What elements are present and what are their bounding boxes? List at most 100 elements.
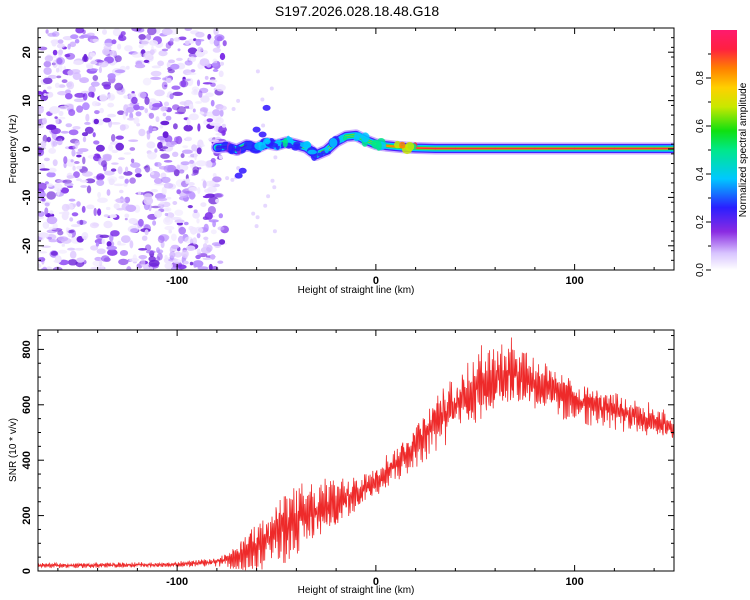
noise-blob xyxy=(56,75,62,79)
noise-blob xyxy=(208,139,220,143)
noise-blob xyxy=(44,202,50,207)
noise-blob xyxy=(164,262,173,270)
noise-blob xyxy=(212,176,222,183)
noise-blob xyxy=(254,224,259,229)
noise-blob xyxy=(45,29,49,34)
noise-blob xyxy=(150,171,155,176)
noise-blob xyxy=(90,60,98,65)
noise-blob xyxy=(189,103,194,110)
noise-blob xyxy=(145,33,152,41)
noise-blob xyxy=(70,224,81,228)
noise-blob xyxy=(138,248,148,251)
noise-blob xyxy=(57,39,64,44)
noise-blob xyxy=(189,159,195,164)
noise-blob xyxy=(103,154,112,162)
noise-blob xyxy=(205,92,214,98)
noise-blob xyxy=(182,145,189,149)
noise-blob xyxy=(42,77,53,85)
noise-blob xyxy=(203,236,209,241)
noise-blob xyxy=(111,149,119,154)
noise-blob xyxy=(171,233,177,241)
noise-blob xyxy=(230,177,235,182)
noise-blob xyxy=(38,216,45,220)
noise-blob xyxy=(58,64,63,72)
noise-blob xyxy=(169,38,174,43)
noise-blob xyxy=(148,125,153,134)
noise-blob xyxy=(54,82,60,89)
noise-blob xyxy=(49,210,54,215)
noise-blob xyxy=(62,210,70,217)
snr-x-label: Height of straight line (km) xyxy=(298,585,415,596)
noise-blob xyxy=(71,212,79,217)
noise-blob xyxy=(107,93,116,101)
noise-blob xyxy=(172,258,181,264)
y-tick-label: 600 xyxy=(21,396,33,414)
noise-blob xyxy=(47,236,52,240)
x-tick-label: -100 xyxy=(166,576,188,588)
noise-blob xyxy=(210,158,216,163)
y-tick-label: 800 xyxy=(21,340,33,358)
noise-blob xyxy=(66,175,75,179)
noise-blob xyxy=(56,43,66,49)
noise-blob xyxy=(149,49,155,55)
noise-blob xyxy=(181,149,193,154)
noise-blob xyxy=(192,260,204,268)
noise-blob xyxy=(205,160,213,169)
noise-blob xyxy=(138,218,144,227)
x-tick-label: 0 xyxy=(373,275,379,287)
noise-blob xyxy=(82,29,86,34)
noise-blob xyxy=(183,78,191,82)
noise-blob xyxy=(160,120,170,126)
noise-blob xyxy=(152,127,157,131)
noise-blob xyxy=(102,29,107,35)
noise-blob xyxy=(71,149,76,157)
noise-blob xyxy=(110,168,117,172)
noise-blob xyxy=(46,91,54,98)
noise-blob xyxy=(118,35,127,42)
noise-blob xyxy=(261,123,266,128)
track-segment xyxy=(384,144,397,148)
noise-blob xyxy=(148,259,160,267)
track-blob xyxy=(361,132,370,143)
noise-blob xyxy=(179,101,187,106)
noise-blob xyxy=(143,196,154,205)
noise-blob xyxy=(179,80,189,88)
noise-blob xyxy=(81,132,89,137)
noise-blob xyxy=(110,230,120,237)
snr-y-label: SNR (10 * v/v) xyxy=(8,418,19,482)
noise-blob xyxy=(47,167,57,173)
noise-blob xyxy=(64,103,74,109)
noise-blob xyxy=(38,124,44,129)
noise-blob xyxy=(119,124,126,131)
noise-blob xyxy=(86,204,95,210)
noise-blob xyxy=(196,147,202,155)
noise-blob xyxy=(174,219,185,223)
track-blob xyxy=(405,141,415,152)
noise-blob xyxy=(173,37,181,42)
noise-blob xyxy=(48,226,57,230)
noise-blob xyxy=(260,97,265,102)
noise-blob xyxy=(72,203,77,208)
noise-blob xyxy=(225,176,230,181)
noise-blob xyxy=(101,160,108,168)
noise-blob xyxy=(130,162,141,168)
noise-blob xyxy=(185,136,193,142)
noise-blob xyxy=(186,117,191,126)
noise-blob xyxy=(53,183,63,192)
noise-blob xyxy=(81,232,89,240)
noise-blob xyxy=(72,126,81,130)
track-segment xyxy=(414,147,437,150)
noise-blob xyxy=(38,182,47,191)
noise-blob xyxy=(109,214,117,219)
noise-blob xyxy=(147,28,157,36)
noise-blob xyxy=(201,50,208,55)
noise-blob xyxy=(212,68,219,72)
noise-blob xyxy=(192,166,200,174)
track-blob xyxy=(235,145,241,152)
colorbar-tick-label: 0.4 xyxy=(695,167,706,181)
noise-blob xyxy=(187,47,198,54)
noise-blob xyxy=(79,179,88,183)
noise-blob xyxy=(74,38,80,44)
track-blob xyxy=(354,132,363,139)
